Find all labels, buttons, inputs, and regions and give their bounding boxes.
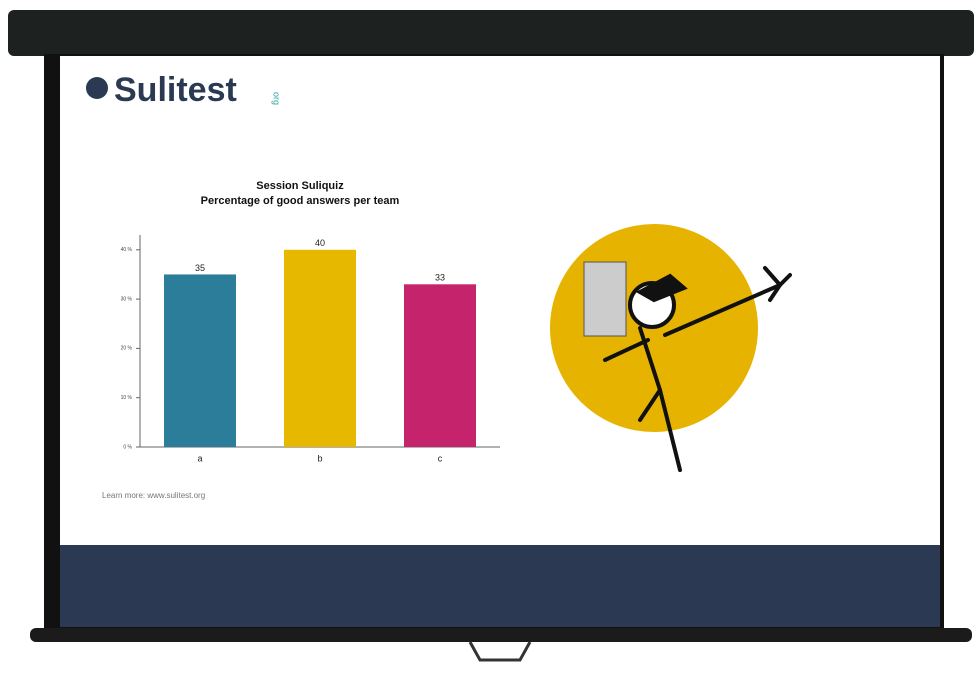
chart-title: Session Suliquiz [256, 180, 344, 192]
handle [470, 642, 530, 660]
value-label: 40 [315, 238, 325, 248]
value-label: 35 [195, 263, 205, 273]
y-tick-label: 0 % [123, 444, 132, 450]
projector-screen: Sulitest org Session Suliquiz Percentage… [0, 0, 980, 668]
bar [284, 250, 356, 447]
value-label: 33 [435, 273, 445, 283]
top-casing [8, 10, 974, 56]
bar [404, 284, 476, 447]
logo: Sulitest [114, 71, 237, 109]
footer-band [60, 545, 940, 627]
footer-link: Learn more: www.sulitest.org [102, 491, 205, 500]
bottom-bar [30, 628, 972, 642]
certificate [584, 262, 626, 336]
y-tick-label: 30 % [121, 296, 133, 302]
bar [164, 274, 236, 447]
x-tick-label: a [197, 453, 202, 463]
x-tick-label: c [438, 453, 443, 463]
logo-suffix: org [272, 92, 282, 105]
chart-subtitle: Percentage of good answers per team [201, 195, 400, 207]
page: Sulitest org Session Suliquiz Percentage… [0, 0, 980, 668]
x-tick-label: b [317, 453, 322, 463]
y-tick-label: 40 % [121, 247, 133, 253]
y-tick-label: 10 % [121, 395, 133, 401]
logo-bulb [86, 77, 108, 99]
y-tick-label: 20 % [121, 346, 133, 352]
